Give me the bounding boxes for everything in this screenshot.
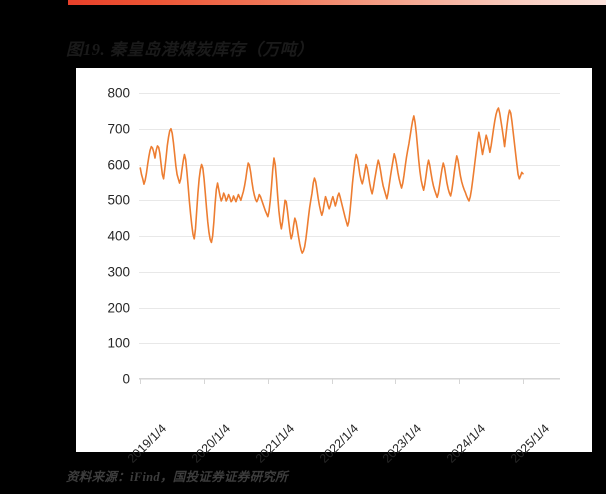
x-tick-mark — [204, 379, 206, 384]
gridline — [139, 93, 560, 94]
series-polyline — [139, 107, 524, 254]
y-tick-label: 500 — [107, 192, 130, 208]
gridline — [139, 200, 560, 202]
y-tick-label: 400 — [107, 228, 130, 244]
y-tick-label: 600 — [107, 157, 130, 172]
x-tick-label: 2021/1/4 — [252, 421, 297, 466]
series-line-chart — [139, 107, 524, 254]
x-tick-label: 2023/1/4 — [380, 421, 425, 466]
x-tick-mark — [331, 379, 333, 384]
chart-title: 图19. 秦皇岛港煤炭库存（万吨） — [66, 40, 314, 59]
x-tick-mark — [140, 379, 142, 384]
x-tick-mark — [523, 379, 524, 384]
x-tick-mark — [267, 379, 269, 384]
gridline — [139, 343, 560, 345]
x-tick-label: 2019/1/4 — [125, 421, 170, 466]
x-tick-label: 2025/1/4 — [507, 421, 553, 466]
y-tick-label: 800 — [107, 85, 130, 101]
gridline — [139, 271, 560, 273]
y-tick-label: 200 — [107, 300, 130, 315]
gridline — [139, 307, 560, 309]
gridline — [139, 164, 560, 166]
gridline — [139, 379, 560, 380]
y-tick-label: 100 — [107, 335, 130, 351]
y-tick-label: 700 — [107, 121, 130, 137]
chart-panel: 0 100 200 300 400 500 600 700 800 2019/1/4 2020/1… — [76, 68, 592, 466]
x-tick-label: 2022/1/4 — [316, 421, 361, 466]
x-tick-mark — [395, 379, 397, 384]
plot-area: 0 100 200 300 400 500 600 700 800 2019/1/4 2020/1… — [107, 86, 560, 466]
gridline — [139, 236, 560, 237]
x-tick-label: 2024/1/4 — [444, 421, 489, 466]
source-note: 资料来源：iFind，国投证券证券研究所 — [66, 470, 288, 484]
y-tick-label: 300 — [107, 264, 130, 280]
x-axis-line — [139, 378, 560, 379]
x-tick-mark — [459, 379, 461, 384]
gridline — [139, 128, 560, 130]
x-tick-label: 2020/1/4 — [188, 421, 234, 466]
accent-top-bar — [68, 0, 606, 5]
y-tick-label: 0 — [122, 371, 130, 387]
